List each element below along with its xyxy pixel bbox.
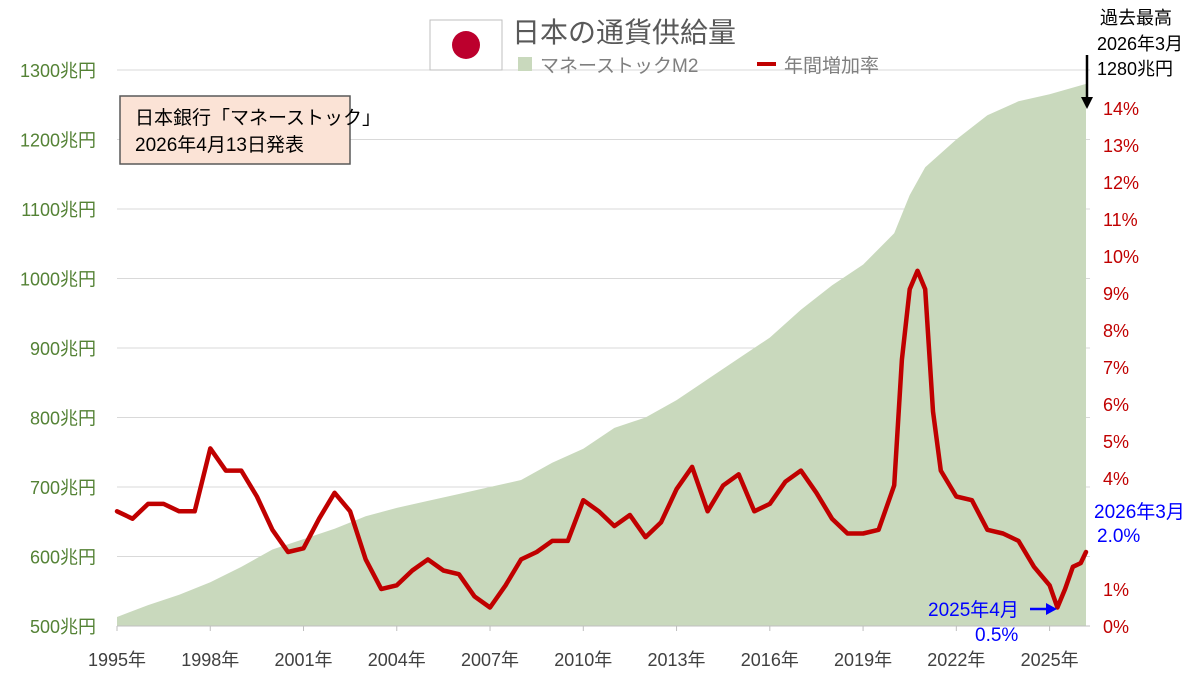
legend-area-swatch [518,57,532,71]
right-axis-tick-label: 14% [1103,99,1139,119]
record-high-annotation: 過去最高 2026年3月 1280兆円 [1081,8,1183,109]
left-axis-tick-label: 500兆円 [30,617,96,637]
x-axis-tick-label: 1995年 [88,650,146,670]
x-axis-tick-label: 2001年 [274,650,332,670]
left-axis-tick-label: 1300兆円 [20,61,96,81]
x-axis-tick-label: 2004年 [368,650,426,670]
left-axis-ticks: 500兆円 600兆円 700兆円 800兆円 900兆円 1000兆円 1100兆円 120… [20,61,96,637]
right-axis-tick-label: 5% [1103,432,1129,452]
chart-title: 日本の通貨供給量 [512,17,736,48]
latest-line2: 2.0% [1097,526,1140,547]
left-axis-tick-label: 1000兆円 [20,270,96,290]
x-axis-tick-label: 2019年 [834,650,892,670]
legend-line-label: 年間増加率 [784,55,879,77]
left-axis-tick-label: 600兆円 [30,548,96,568]
record-line1: 過去最高 [1100,8,1172,28]
japan-flag-icon [429,19,503,71]
source-note: 日本銀行「マネーストック」 2026年4月13日発表 [119,95,381,165]
left-axis-tick-label: 1200兆円 [20,131,96,151]
x-axis-ticks: 1995年 1998年 2001年 2004年 2007年 2010年 2013年 2016年… [88,626,1079,670]
record-line2: 2026年3月 [1097,34,1183,54]
money-stock-area [117,83,1086,626]
right-axis-tick-label: 1% [1103,580,1129,600]
right-axis-tick-label: 13% [1103,136,1139,156]
growth-rate-line [114,268,1089,610]
x-axis-tick-label: 2007年 [461,650,519,670]
legend: マネーストックM2 年間増加率 [518,55,879,77]
left-axis-tick-label: 700兆円 [30,478,96,498]
right-axis-tick-label: 6% [1103,395,1129,415]
right-axis-tick-label: 9% [1103,284,1129,304]
right-axis-tick-label: 10% [1103,247,1139,267]
left-axis-tick-label: 1100兆円 [21,200,96,220]
right-axis-tick-label: 0% [1103,617,1129,637]
latest-annotation: 2026年3月 2.0% [1094,501,1185,547]
left-axis-tick-label: 900兆円 [30,339,96,359]
right-axis-ticks: 0% 1% 4% 5% 6% 7% 8% 9% 10% 11% 12% 13% 14% [1103,99,1139,637]
legend-area-label: マネーストックM2 [540,55,698,77]
source-note-line2: 2026年4月13日発表 [135,134,304,156]
latest-line1: 2026年3月 [1094,501,1185,523]
low-line2: 0.5% [975,625,1018,646]
x-axis-tick-label: 2022年 [927,650,985,670]
source-note-line1: 日本銀行「マネーストック」 [135,107,381,129]
x-axis-tick-label: 2013年 [648,650,706,670]
right-axis-tick-label: 11% [1103,210,1138,230]
right-axis-tick-label: 4% [1103,469,1129,489]
right-arrow-icon [1030,603,1057,615]
right-axis-tick-label: 7% [1103,358,1129,378]
right-axis-tick-label: 12% [1103,173,1139,193]
record-line3: 1280兆円 [1097,59,1173,79]
down-arrow-icon [1081,55,1093,109]
low-line1: 2025年4月 [928,599,1019,621]
x-axis-tick-label: 1998年 [181,650,239,670]
right-axis-tick-label: 8% [1103,321,1129,341]
x-axis-tick-label: 2016年 [741,650,799,670]
left-axis-tick-label: 800兆円 [30,409,96,429]
low-annotation: 2025年4月 0.5% [928,599,1057,646]
x-axis-tick-label: 2010年 [554,650,612,670]
x-axis-tick-label: 2025年 [1021,650,1079,670]
